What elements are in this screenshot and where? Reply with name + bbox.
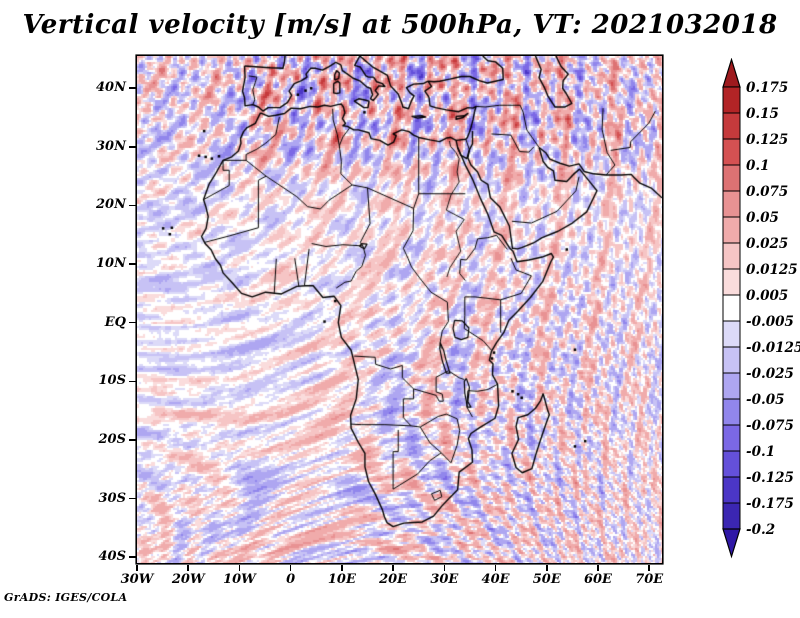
lon-tick-label: 10W [223,572,256,587]
lat-tick-label: 10N [96,256,126,272]
colorbar-label: 0.005 [746,288,788,304]
colorbar-segment [722,112,741,140]
lon-tick-label: 30E [430,572,459,587]
lat-tick-label: 20N [96,197,126,213]
lat-tick-label: 10S [98,373,126,389]
colorbar-label: 0.025 [746,236,788,252]
colorbar-label: -0.05 [746,392,784,408]
colorbar-label: 0.125 [746,132,788,148]
lat-tick-mark [129,146,136,148]
lon-tick-mark [494,565,497,571]
colorbar-label: -0.075 [746,418,794,434]
lon-tick-mark [289,565,292,571]
colorbar-label: -0.005 [746,314,794,330]
colorbar-segment [722,294,741,322]
colorbar-label: 0.15 [746,106,779,122]
map-canvas [137,56,662,563]
colorbar-label: -0.175 [746,496,794,512]
lat-tick-mark [129,321,136,324]
colorbar-segment [722,398,741,426]
colorbar-segment [722,242,741,270]
colorbar-label: 0.075 [746,184,788,200]
lat-tick-label: EQ [104,314,126,330]
lon-tick-label: 0 [286,572,296,587]
lat-tick-mark [129,439,136,441]
colorbar-arrow-high [722,57,741,88]
lat-tick-label: 30S [98,490,126,506]
lon-tick-mark [597,565,599,571]
lon-tick-mark [392,565,394,571]
lat-tick-label: 40S [98,549,126,565]
colorbar-label: 0.175 [746,80,788,96]
lat-tick-label: 30N [96,138,126,154]
lat-tick-label: 20S [98,431,126,447]
colorbar-segment [722,450,741,478]
lon-tick-label: 20W [171,572,205,587]
colorbar-segment [722,86,741,114]
colorbar-segment [722,216,741,244]
lon-tick-mark [341,565,343,571]
lon-tick-label: 60E [583,572,612,587]
colorbar-svg: 0.175 0.15 0.125 0.1 0.075 0.05 0.025 0.0125 0.0… [722,57,800,559]
colorbar-label: -0.2 [746,522,775,538]
map-plot-area [137,56,662,563]
colorbar-segment [722,320,741,348]
lat-tick-mark [129,87,136,90]
lon-tick-mark [545,565,548,571]
lon-tick-mark [648,565,650,571]
colorbar-arrow-low [722,528,741,559]
colorbar-label: 0.1 [746,158,770,174]
colorbar-segment [722,138,741,166]
colorbar-label: 0.05 [746,210,779,226]
lat-tick-label: 40N [96,80,126,96]
colorbar-segment [722,268,741,296]
colorbar-segment [722,346,741,374]
lon-tick-label: 40E [481,572,510,587]
colorbar-label: -0.0125 [746,340,800,356]
lon-tick-label: 70E [635,572,664,587]
lat-tick-mark [129,263,136,265]
colorbar-label: -0.125 [746,470,794,486]
lon-tick-mark [187,565,189,571]
grads-credit: GrADS: IGES/COLA [4,591,128,604]
colorbar-segment [722,190,741,218]
colorbar-segment [722,372,741,400]
lon-tick-mark [443,565,446,571]
colorbar: 0.175 0.15 0.125 0.1 0.075 0.05 0.025 0.0125 0.0… [715,57,800,574]
lon-tick-label: 10E [327,572,356,587]
colorbar-segment [722,476,741,504]
lon-tick-mark [136,565,138,571]
lon-tick-label: 20E [379,572,408,587]
lat-tick-mark [129,556,136,558]
lon-tick-label: 50E [532,572,561,587]
colorbar-label: -0.025 [746,366,794,382]
colorbar-segment [722,502,741,530]
colorbar-label: 0.0125 [746,262,798,278]
lon-tick-label: 30W [120,572,154,587]
lat-tick-mark [129,380,136,383]
colorbar-segment [722,424,741,452]
lat-tick-mark [129,204,136,207]
lat-tick-mark [129,497,136,500]
colorbar-label: -0.1 [746,444,775,460]
colorbar-segment [722,164,741,192]
plot-title: Vertical velocity [m/s] at 500hPa, VT: 2… [22,10,778,40]
lon-tick-mark [238,565,241,571]
